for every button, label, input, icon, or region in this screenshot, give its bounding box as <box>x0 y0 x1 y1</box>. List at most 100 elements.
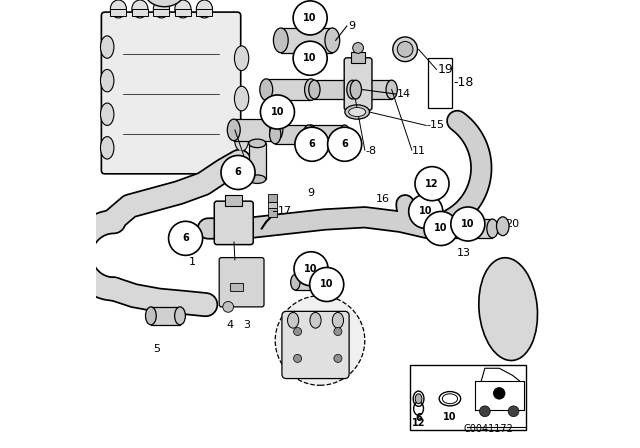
Ellipse shape <box>287 313 299 328</box>
FancyBboxPatch shape <box>344 58 372 110</box>
Ellipse shape <box>350 80 362 99</box>
Text: 11: 11 <box>412 146 426 156</box>
Bar <box>266 79 311 100</box>
Bar <box>234 119 276 141</box>
Ellipse shape <box>132 0 148 18</box>
Ellipse shape <box>332 313 344 328</box>
Circle shape <box>293 1 327 35</box>
Text: -8: -8 <box>365 146 376 156</box>
Bar <box>314 80 353 99</box>
Ellipse shape <box>386 80 397 99</box>
Ellipse shape <box>308 80 320 99</box>
Ellipse shape <box>275 296 365 385</box>
Circle shape <box>221 155 255 190</box>
Text: 6: 6 <box>235 168 241 177</box>
Bar <box>175 9 191 16</box>
Ellipse shape <box>154 0 170 18</box>
Circle shape <box>409 194 443 228</box>
Circle shape <box>295 127 329 161</box>
Ellipse shape <box>196 0 212 18</box>
Ellipse shape <box>397 42 413 57</box>
Circle shape <box>353 43 364 53</box>
Ellipse shape <box>175 0 191 18</box>
Text: 12: 12 <box>412 418 426 428</box>
Circle shape <box>294 327 301 336</box>
Bar <box>410 365 526 430</box>
Ellipse shape <box>349 108 365 116</box>
Text: 4: 4 <box>226 320 233 330</box>
Circle shape <box>493 388 505 399</box>
Bar <box>351 52 365 63</box>
Text: 9: 9 <box>348 21 355 31</box>
Circle shape <box>168 221 203 255</box>
Ellipse shape <box>227 119 240 141</box>
Text: 9: 9 <box>307 188 315 198</box>
Ellipse shape <box>322 274 332 290</box>
Text: 14: 14 <box>397 89 411 99</box>
Circle shape <box>334 354 342 362</box>
Ellipse shape <box>234 127 249 151</box>
Circle shape <box>310 267 344 302</box>
Text: 13: 13 <box>456 248 470 258</box>
Text: -18: -18 <box>453 76 474 89</box>
Text: 10: 10 <box>271 107 284 117</box>
Ellipse shape <box>145 307 156 325</box>
Text: 10: 10 <box>419 207 433 216</box>
Ellipse shape <box>479 258 538 361</box>
Bar <box>275 125 311 144</box>
Ellipse shape <box>487 219 498 238</box>
Ellipse shape <box>100 69 114 92</box>
Bar <box>296 274 326 290</box>
Bar <box>196 9 212 16</box>
Ellipse shape <box>442 394 458 404</box>
Circle shape <box>451 207 485 241</box>
Bar <box>132 9 148 16</box>
Ellipse shape <box>393 37 417 61</box>
Text: 3: 3 <box>243 320 250 330</box>
Circle shape <box>424 211 458 246</box>
Bar <box>249 143 266 179</box>
Ellipse shape <box>497 217 509 236</box>
Bar <box>269 208 278 217</box>
Circle shape <box>479 406 490 417</box>
Ellipse shape <box>273 28 288 53</box>
Ellipse shape <box>100 103 114 125</box>
Ellipse shape <box>175 307 186 325</box>
Text: 10: 10 <box>461 219 475 229</box>
Text: 16: 16 <box>376 194 390 204</box>
Text: 6: 6 <box>308 139 316 149</box>
Ellipse shape <box>305 79 317 100</box>
Bar <box>281 28 332 53</box>
Bar <box>154 9 170 16</box>
Ellipse shape <box>347 80 358 99</box>
Circle shape <box>328 127 362 161</box>
Bar <box>309 125 344 144</box>
Ellipse shape <box>269 125 281 144</box>
Text: 6: 6 <box>415 413 422 422</box>
Text: 20: 20 <box>506 219 520 229</box>
Ellipse shape <box>234 86 249 111</box>
Text: 2: 2 <box>231 257 239 267</box>
Bar <box>356 80 392 99</box>
Text: 5: 5 <box>153 345 160 354</box>
Ellipse shape <box>303 125 314 144</box>
Text: 10: 10 <box>320 280 333 289</box>
Ellipse shape <box>100 36 114 58</box>
Bar <box>110 9 127 16</box>
Text: 6: 6 <box>341 139 348 149</box>
Ellipse shape <box>447 219 458 238</box>
Bar <box>269 194 278 202</box>
Ellipse shape <box>270 119 283 141</box>
Text: 10: 10 <box>434 224 448 233</box>
FancyBboxPatch shape <box>101 12 241 174</box>
Ellipse shape <box>291 274 300 290</box>
Ellipse shape <box>144 0 184 7</box>
Ellipse shape <box>234 46 249 71</box>
Ellipse shape <box>249 175 266 184</box>
Text: 6: 6 <box>182 233 189 243</box>
Text: 7: 7 <box>243 177 251 186</box>
Text: C0041172: C0041172 <box>463 424 513 434</box>
FancyBboxPatch shape <box>214 201 253 245</box>
Text: 10: 10 <box>303 13 317 23</box>
Circle shape <box>293 41 327 75</box>
